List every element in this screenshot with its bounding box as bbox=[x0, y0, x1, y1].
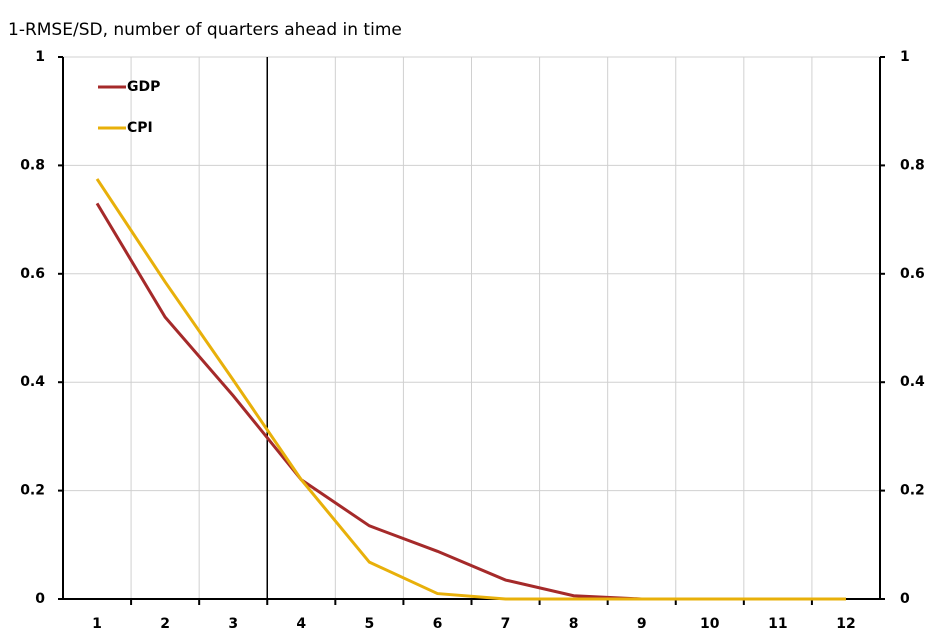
y-tick-label: 0.2 bbox=[20, 483, 45, 499]
y-tick-label: 0.6 bbox=[20, 266, 45, 282]
series-line bbox=[95, 178, 846, 601]
x-tick-label: 6 bbox=[433, 616, 443, 632]
x-tick-label: 11 bbox=[768, 616, 787, 632]
y2-tick-label: 0.2 bbox=[900, 483, 925, 499]
x-tick-label: 12 bbox=[836, 616, 855, 632]
y-tick-label: 0.4 bbox=[20, 374, 45, 390]
y2-tick-label: 1 bbox=[900, 49, 910, 65]
x-tick-label: 1 bbox=[92, 616, 102, 632]
y2-tick-label: 0 bbox=[900, 591, 910, 607]
y2-tick-label: 0.8 bbox=[900, 157, 925, 173]
x-tick-label: 10 bbox=[700, 616, 720, 632]
x-tick-label: 7 bbox=[501, 616, 511, 632]
x-tick-label: 8 bbox=[569, 616, 579, 632]
legend-label: GDP bbox=[127, 79, 160, 95]
y-tick-label: 0 bbox=[35, 591, 45, 607]
x-tick-label: 4 bbox=[296, 616, 306, 632]
y-tick-label: 0.8 bbox=[20, 157, 45, 173]
legend-label: CPI bbox=[127, 120, 153, 136]
y2-tick-label: 0.4 bbox=[900, 374, 925, 390]
x-tick-label: 2 bbox=[160, 616, 170, 632]
x-tick-label: 5 bbox=[365, 616, 375, 632]
chart-title: 1-RMSE/SD, number of quarters ahead in t… bbox=[8, 20, 402, 40]
y-tick-label: 1 bbox=[35, 49, 45, 65]
y2-tick-label: 0.6 bbox=[900, 266, 925, 282]
x-tick-label: 3 bbox=[228, 616, 238, 632]
x-tick-label: 9 bbox=[637, 616, 647, 632]
